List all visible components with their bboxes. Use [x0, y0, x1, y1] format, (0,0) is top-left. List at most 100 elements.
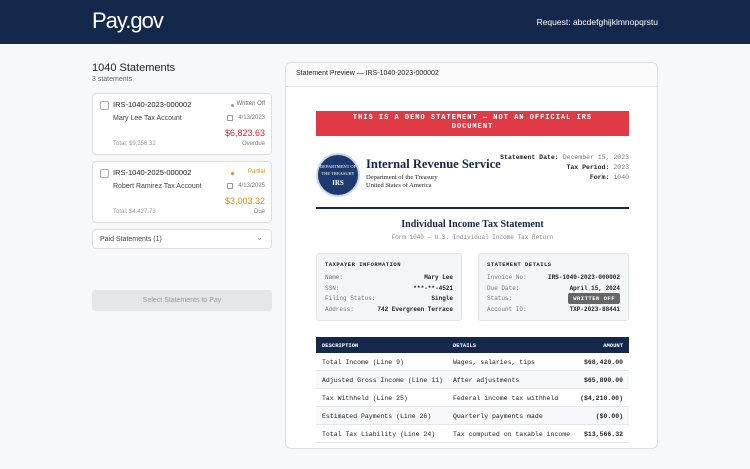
demo-banner: THIS IS A DEMO STATEMENT — NOT AN OFFICI… — [316, 111, 629, 136]
account-name: Robert Ramirez Tax Account — [113, 183, 202, 190]
meta-row: Form: 1040 — [590, 174, 629, 181]
statement-id: IRS-1040-2025-000002 — [113, 168, 192, 177]
table-row — [316, 353, 629, 371]
info-label: Due Date: — [487, 284, 520, 292]
info-label: Name: — [325, 274, 344, 281]
meta-row: Statement Date: December 15, 2023 — [500, 154, 629, 161]
pay-button[interactable]: Select Statements to Pay — [92, 290, 272, 311]
status: Written Off — [236, 101, 265, 107]
table-cell: Total Tax Liability (Line 24) — [322, 431, 436, 438]
info-label: Address: — [325, 305, 354, 313]
table-cell: Total Income (Line 9) — [322, 359, 404, 366]
balance: $6,823.63 — [224, 128, 265, 138]
info-box: TAXPAYER INFORMATION Name: Mary Lee SSN: ***… — [316, 253, 462, 321]
account-name: Mary Lee Tax Account — [113, 115, 182, 122]
doc-subtitle: Form 1040 — U.S. Individual Income Tax R… — [391, 234, 554, 241]
preview-title: Statement Preview — IRS-1040-2023-000002 — [296, 70, 439, 77]
agency-line: United States of America — [366, 182, 432, 189]
agency-line: Department of the Treasury — [366, 174, 438, 181]
checkbox[interactable] — [100, 101, 109, 110]
paid-toggle-label: Paid Statements (1) — [100, 236, 162, 243]
info-value: April 15, 2024 — [569, 284, 620, 292]
date: 4/13/2023 — [238, 115, 265, 121]
meta-value: 2023 — [613, 164, 629, 171]
table-cell: After adjustments — [453, 377, 520, 384]
table-cell: $68,420.00 — [583, 359, 623, 366]
doc-title: Individual Income Tax Statement — [401, 219, 544, 230]
table-cell: Adjusted Gross Income (Line 11) — [322, 377, 443, 384]
seal-bottom: IRS — [332, 179, 344, 187]
info-label: Account ID: — [487, 305, 527, 313]
info-value: IRS-1040-2023-000002 — [547, 274, 620, 281]
info-value: ***-**-4521 — [413, 284, 453, 292]
calendar-icon — [227, 183, 233, 189]
date: 4/13/2025 — [238, 183, 265, 189]
meta-label: Tax Period: — [566, 164, 610, 171]
calendar-icon — [227, 115, 233, 121]
column-header: DETAILS — [453, 342, 477, 349]
meta-row: Tax Period: 2023 — [566, 164, 629, 171]
info-box: STATEMENT DETAILS Invoice No: IRS-1040-202… — [478, 253, 629, 321]
status-badge: WRITTEN OFF — [568, 293, 620, 304]
table-row — [316, 389, 629, 407]
info-value: TXP-2023-88441 — [569, 305, 620, 313]
status-dot — [231, 104, 234, 107]
meta-value: December 15, 2023 — [562, 154, 629, 161]
table-row — [316, 425, 629, 443]
info-value: Mary Lee — [424, 274, 453, 281]
sidebar-title: 1040 Statements — [92, 62, 176, 74]
seal-middle: THE TREASURY — [321, 171, 355, 176]
due-status: Due — [253, 209, 265, 215]
total: Total: $4,427.73 — [113, 209, 156, 215]
seal-top: DEPARTMENT OF — [319, 164, 357, 169]
status-dot — [231, 172, 234, 175]
table-row — [316, 407, 629, 425]
paid-toggle[interactable]: Paid Statements (1) ⌄ — [92, 229, 272, 249]
checkbox[interactable] — [100, 169, 109, 178]
info-value: 742 Evergreen Terrace — [377, 305, 453, 313]
table-cell: Quarterly payments made — [453, 413, 543, 420]
divider — [316, 207, 629, 209]
statement-id: IRS-1040-2023-000002 — [113, 100, 192, 109]
statement-card[interactable]: IRS-1040-2023-000002 Written Off Mary Lee … — [92, 93, 272, 155]
info-value: Single — [431, 295, 453, 302]
top-bar: Pay.gov Request: abcdefghijklmnopqrstu — [0, 0, 750, 44]
request-id: Request: abcdefghijklmnopqrstu — [536, 17, 658, 27]
balance: $3,003.32 — [224, 196, 265, 206]
logo[interactable]: Pay.gov — [92, 8, 164, 33]
agency-name: Internal Revenue Service — [366, 157, 501, 171]
due-status: Overdue — [241, 141, 265, 147]
table-cell: Federal income tax withheld — [453, 395, 559, 402]
table-header — [316, 337, 629, 353]
statement-card[interactable]: IRS-1040-2025-000002 Partial Robert Ramire… — [92, 161, 272, 223]
table-cell: Tax computed on taxable income — [453, 431, 571, 438]
table-cell: ($4,210.00) — [580, 395, 623, 402]
table-cell: Tax Withheld (Line 25) — [322, 395, 408, 402]
preview-header: Statement Preview — IRS-1040-2023-000002 — [286, 63, 657, 87]
table-cell: Wages, salaries, tips — [453, 359, 535, 366]
statement-count: 3 statements — [92, 76, 133, 83]
table-cell: $13,566.32 — [583, 431, 623, 438]
info-label: Status: — [487, 295, 513, 302]
column-header: AMOUNT — [603, 342, 623, 349]
status: Partial — [247, 169, 265, 175]
info-heading: TAXPAYER INFORMATION — [325, 261, 402, 268]
meta-label: Form: — [589, 174, 610, 181]
info-label: SSN: — [325, 284, 340, 292]
table-cell: Estimated Payments (Line 26) — [322, 413, 432, 420]
total: Total: $9,356.32 — [113, 141, 156, 147]
table-cell: ($0.00) — [595, 413, 623, 420]
chevron: ⌄ — [256, 233, 263, 242]
info-label: Filing Status: — [325, 295, 376, 302]
statement-document: THIS IS A DEMO STATEMENT — NOT AN OFFICI… — [316, 87, 629, 448]
info-heading: STATEMENT DETAILS — [487, 261, 552, 268]
preview-panel: Statement Preview — IRS-1040-2023-000002… — [285, 62, 658, 449]
meta-label: Statement Date: — [500, 154, 559, 161]
meta-value: 1040 — [613, 174, 629, 181]
table-row — [316, 371, 629, 389]
column-header: DESCRIPTION — [322, 342, 359, 349]
info-label: Invoice No: — [487, 274, 527, 281]
table-cell: $65,890.00 — [583, 377, 623, 384]
